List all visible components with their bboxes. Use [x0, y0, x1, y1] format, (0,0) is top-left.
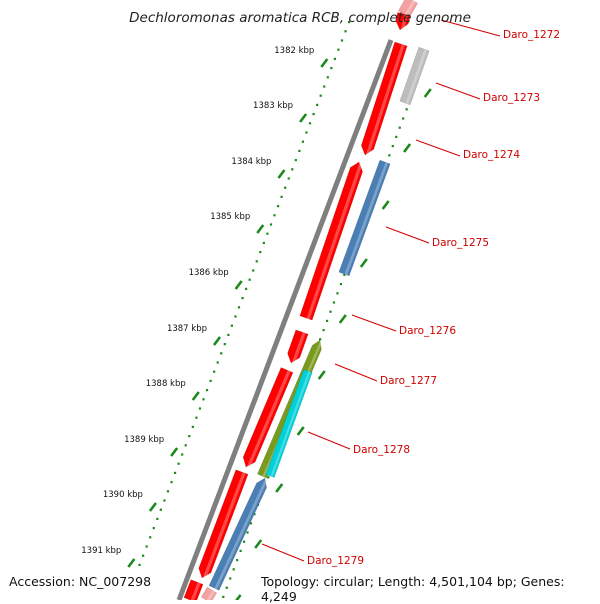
- ruler-tick: [148, 502, 157, 512]
- gene-red-5-highlight: [246, 370, 291, 469]
- gene-red-6: [198, 469, 249, 579]
- gene-label-leader: [435, 82, 481, 100]
- inner-tick: [254, 539, 263, 549]
- gene-label-leader: [415, 139, 461, 157]
- ruler-tick-label: 1388 kbp: [146, 379, 186, 389]
- gene-red-6-highlight: [202, 472, 246, 580]
- ruler-dotted-line: [138, 21, 351, 566]
- gene-daro-1273-bar: [399, 46, 430, 106]
- gene-red-3-highlight: [306, 162, 363, 320]
- gene-pink-bottom: [200, 586, 218, 600]
- gene-daro-1279-bar: [208, 477, 267, 591]
- ruler-tick: [170, 447, 179, 457]
- gene-red-4: [287, 329, 309, 364]
- gene-label[interactable]: Daro_1272: [503, 29, 560, 41]
- ruler-tick: [320, 58, 329, 68]
- gene-label[interactable]: Daro_1275: [432, 237, 489, 249]
- gene-red-1: [395, 12, 411, 31]
- inner-tick: [296, 426, 305, 436]
- ruler-tick-label: 1390 kbp: [103, 490, 143, 500]
- gene-label[interactable]: Daro_1276: [399, 325, 456, 337]
- inner-tick: [381, 200, 390, 210]
- gene-label[interactable]: Daro_1279: [307, 555, 364, 567]
- gene-red-5: [242, 367, 294, 468]
- ruler-tick: [127, 558, 136, 568]
- inner-tick: [275, 483, 284, 493]
- gene-labels: Daro_1272 Daro_1273 Daro_1274 Daro_1275 Daro…: [261, 19, 560, 567]
- gene-red-2: [360, 41, 408, 156]
- gene-red-7: [183, 579, 204, 600]
- gene-label[interactable]: Daro_1273: [483, 92, 540, 104]
- ruler-tick-label: 1382 kbp: [274, 46, 314, 56]
- ruler-tick-label: 1383 kbp: [253, 101, 293, 111]
- gene-red-2-highlight: [365, 44, 405, 157]
- ruler-ticks: 1382 kbp 1383 kbp 1384 kbp 1385 kbp 1386 kbp…: [81, 46, 432, 600]
- gene-daro-1275-bar: [338, 159, 391, 277]
- inner-tick: [423, 88, 432, 98]
- inner-tick: [403, 143, 412, 153]
- ruler-tick-label: 1384 kbp: [231, 157, 271, 167]
- inner-tick: [235, 594, 242, 600]
- gene-label-leader: [385, 226, 430, 244]
- gene-label[interactable]: Daro_1274: [463, 149, 520, 161]
- gene-red-3: [299, 161, 363, 321]
- gene-daro-1275-bar-highlight: [344, 162, 389, 276]
- gene-label-leader: [440, 19, 501, 37]
- map-title: Dechloromonas aromatica RCB, complete ge…: [129, 10, 471, 26]
- gene-daro-1279-bar-highlight: [214, 478, 268, 590]
- gene-red-1-highlight: [400, 14, 408, 31]
- ruler-tick: [256, 224, 265, 234]
- backbone-line: [176, 39, 394, 600]
- gene-daro-1278-bar-highlight: [270, 371, 311, 477]
- gene-daro-1273-bar-highlight: [405, 49, 428, 105]
- gene-label-leader: [307, 431, 351, 450]
- gene-daro-1278-bar: [265, 369, 313, 478]
- ruler-tick: [299, 113, 308, 123]
- gene-features: [183, 0, 430, 600]
- accession-text: Accession: NC_007298: [9, 574, 152, 589]
- ruler-tick: [191, 391, 200, 401]
- ruler-tick-label: 1387 kbp: [167, 324, 207, 334]
- gene-label-leader: [334, 363, 378, 382]
- ruler-tick-label: 1389 kbp: [124, 435, 164, 445]
- ruler-tick: [277, 169, 286, 179]
- gene-pink-bottom-highlight: [206, 590, 215, 600]
- gene-label-leader: [261, 543, 305, 562]
- inner-tick: [359, 258, 368, 268]
- ruler-tick-label: 1386 kbp: [189, 268, 229, 278]
- gene-red-7-highlight: [190, 582, 201, 600]
- gene-label[interactable]: Daro_1278: [353, 444, 410, 456]
- gene-label[interactable]: Daro_1277: [380, 375, 437, 387]
- ruler-tick-label: 1385 kbp: [210, 212, 250, 222]
- gene-red-4-highlight: [291, 332, 306, 365]
- inner-tick: [338, 314, 347, 324]
- gene-label-leader: [351, 314, 397, 332]
- gene-daro-1272-bar-highlight: [404, 0, 416, 16]
- inner-tick: [317, 370, 326, 380]
- ruler-tick: [234, 280, 243, 290]
- ruler-tick: [212, 336, 222, 346]
- ruler-tick-label: 1391 kbp: [81, 546, 121, 556]
